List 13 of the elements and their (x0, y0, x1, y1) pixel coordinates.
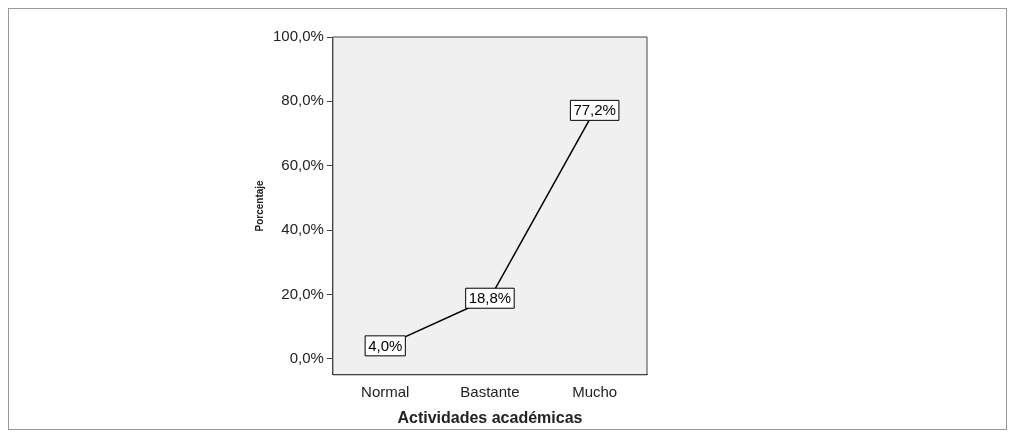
y-tick-label: 0,0% (289, 348, 324, 366)
y-axis-title: Porcentaje (253, 179, 265, 232)
x-tick-label: Mucho (572, 382, 618, 400)
y-tick-label: 40,0% (281, 220, 324, 238)
x-tick-label: Bastante (460, 382, 520, 400)
x-axis-title: Actividades académicas (397, 408, 583, 426)
data-label: 77,2% (573, 101, 616, 119)
y-tick-label: 60,0% (281, 155, 324, 173)
data-label: 18,8% (468, 289, 512, 307)
y-tick-label: 20,0% (281, 284, 324, 302)
y-tick-label: 80,0% (281, 91, 324, 109)
y-tick-label: 100,0% (273, 27, 324, 45)
x-tick-label: Normal (361, 382, 410, 400)
